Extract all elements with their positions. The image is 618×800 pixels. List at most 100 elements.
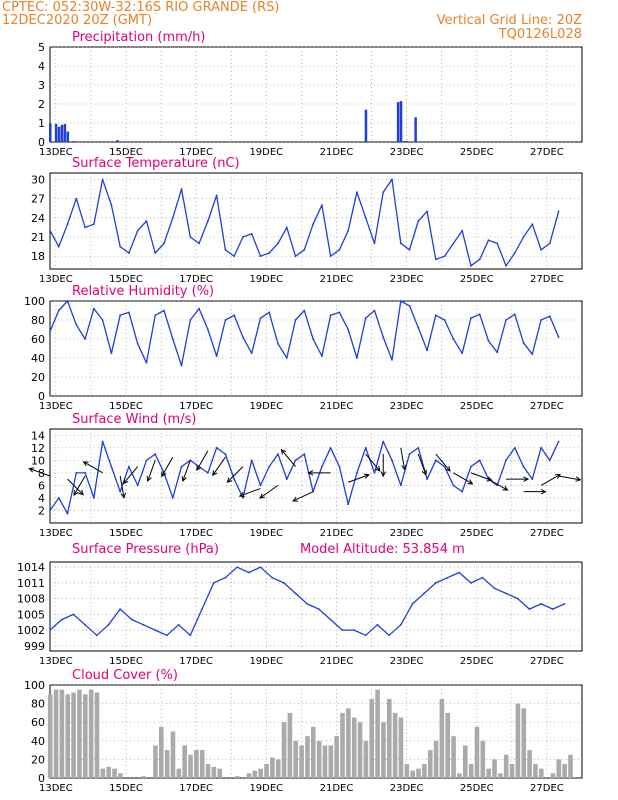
rh-point <box>426 349 428 352</box>
wind-arrow-head <box>421 469 427 476</box>
rh-point <box>268 311 271 314</box>
y-tick-label: 5 <box>38 41 45 54</box>
y-tick-label: 30 <box>31 173 45 186</box>
pressure-point <box>329 618 332 621</box>
wind-arrow-head <box>122 478 129 485</box>
cloud-bar <box>533 764 538 778</box>
cloud-bar <box>182 745 187 778</box>
temp-point <box>75 197 78 200</box>
cloud-bar <box>316 740 322 778</box>
wind-point <box>145 459 148 462</box>
cloud-bar <box>340 712 345 778</box>
y-tick-label: 1011 <box>17 577 45 590</box>
cloud-bar <box>550 773 556 778</box>
cloud-bar <box>264 764 269 778</box>
temp-point <box>417 220 420 222</box>
cloud-bar <box>392 712 398 778</box>
x-tick-label: 25DEC <box>460 528 494 539</box>
cloud-bar <box>486 768 491 778</box>
wind-point <box>513 446 516 449</box>
temp-point <box>531 223 534 226</box>
cloud-bar <box>47 694 53 778</box>
rh-point <box>470 317 472 319</box>
panel-wind: 246810121413DEC15DEC17DEC19DEC21DEC23DEC… <box>31 412 583 539</box>
temp-point <box>163 242 165 245</box>
y-tick-label: 100 <box>24 295 45 308</box>
temp-point <box>478 258 481 261</box>
x-tick-label: 21DEC <box>320 783 354 794</box>
cloud-bar <box>141 776 147 778</box>
cloud-bar <box>527 750 532 778</box>
wind-point <box>294 459 297 462</box>
cloud-bar <box>281 722 287 778</box>
y-tick-label: 0 <box>38 136 45 149</box>
x-tick-label: 23DEC <box>390 147 424 158</box>
temp-point <box>84 226 86 229</box>
pressure-point <box>259 566 262 569</box>
cloud-bar <box>112 768 117 778</box>
temp-point <box>49 229 51 232</box>
precip-bar <box>49 123 52 142</box>
wind-arrow <box>67 478 84 496</box>
temp-point <box>154 252 157 254</box>
y-tick-label: 1 <box>38 117 45 130</box>
y-tick-label: 0 <box>38 772 45 785</box>
rh-point <box>259 317 262 319</box>
rh-point <box>75 323 78 326</box>
x-tick-label: 17DEC <box>179 401 213 412</box>
rh-point <box>312 338 314 340</box>
temp-point <box>224 248 227 251</box>
cloud-bar <box>346 708 351 778</box>
cloud-bar <box>498 773 503 778</box>
temp-point <box>338 248 341 251</box>
x-tick-label: 15DEC <box>109 147 143 158</box>
plot-frame <box>49 300 583 397</box>
wind-arrow <box>227 466 244 483</box>
rh-point <box>285 357 288 359</box>
rh-point <box>92 307 95 310</box>
wind-point <box>242 497 244 499</box>
wind-point <box>285 478 288 481</box>
rh-point <box>408 304 411 307</box>
temp-point <box>119 245 122 248</box>
rh-point <box>478 313 481 316</box>
temp-point <box>145 220 148 222</box>
wind-arrow-head <box>467 479 474 485</box>
rh-point <box>548 315 551 318</box>
x-tick-label: 13DEC <box>39 783 73 794</box>
rh-point <box>531 353 534 356</box>
x-tick-label: 15DEC <box>109 783 143 794</box>
x-tick-label: 21DEC <box>320 656 354 667</box>
cloud-bar <box>568 754 573 778</box>
pressure-line <box>49 566 565 636</box>
wind-point <box>277 453 279 455</box>
x-tick-label: 25DEC <box>460 783 494 794</box>
wind-point <box>136 484 139 487</box>
wind-point <box>233 478 236 481</box>
cloud-bar <box>562 764 567 778</box>
cloud-bar <box>509 764 515 778</box>
pressure-point <box>60 618 63 621</box>
cloud-bar <box>106 766 111 778</box>
cloud-bar <box>211 766 217 778</box>
temp-point <box>452 242 455 245</box>
cloud-bar <box>334 736 339 778</box>
pressure-point <box>306 602 309 605</box>
pressure-point <box>551 608 554 611</box>
wind-point <box>443 465 446 468</box>
pressure-point <box>528 608 531 611</box>
temp-point <box>426 210 428 213</box>
wind-arrow-head <box>502 485 509 491</box>
wind-point <box>452 484 455 487</box>
wind-point <box>128 465 130 468</box>
wind-point <box>347 503 350 506</box>
precip-bar <box>60 124 64 142</box>
run-datetime: 12DEC2020 20Z (GMT) <box>2 13 153 28</box>
pressure-point <box>423 592 426 595</box>
cloud-bar <box>53 689 59 778</box>
x-tick-label: 19DEC <box>249 783 283 794</box>
wind-vector-layer <box>28 447 582 502</box>
y-tick-label: 20 <box>31 753 45 766</box>
rh-point <box>434 314 437 317</box>
rh-point <box>347 328 350 331</box>
